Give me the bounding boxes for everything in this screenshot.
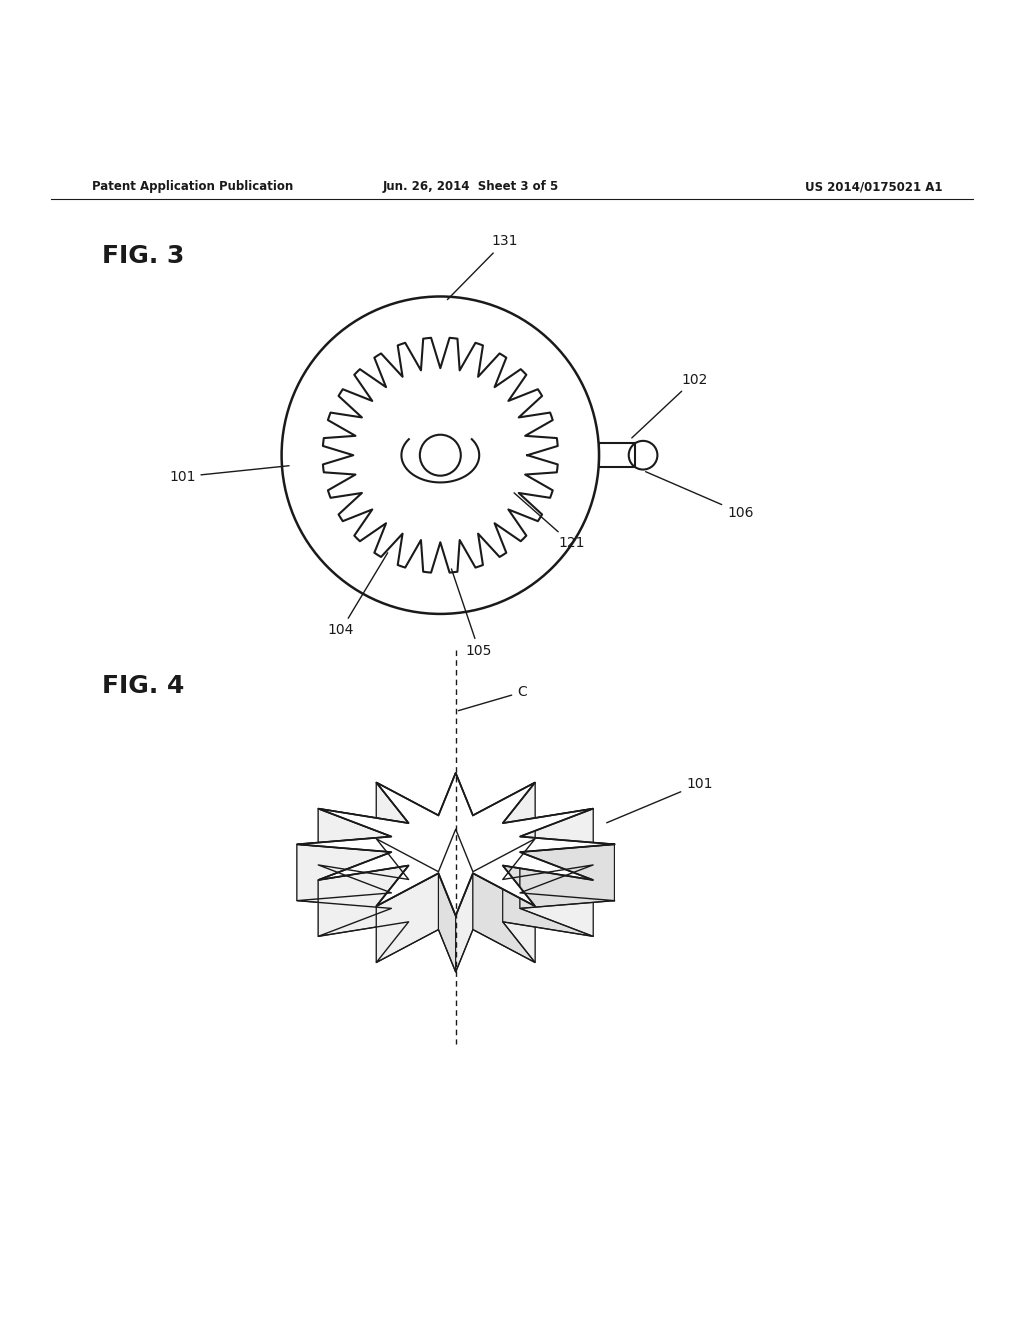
- Text: Jun. 26, 2014  Sheet 3 of 5: Jun. 26, 2014 Sheet 3 of 5: [383, 181, 559, 194]
- Text: 131: 131: [447, 234, 518, 300]
- Text: Patent Application Publication: Patent Application Publication: [92, 181, 294, 194]
- Text: 106: 106: [645, 471, 754, 520]
- Bar: [599, 444, 635, 467]
- Polygon shape: [438, 874, 456, 972]
- Polygon shape: [456, 774, 473, 871]
- Polygon shape: [377, 783, 438, 871]
- Polygon shape: [318, 809, 409, 879]
- Polygon shape: [318, 866, 409, 936]
- Polygon shape: [473, 783, 535, 871]
- Polygon shape: [503, 866, 535, 962]
- Polygon shape: [438, 774, 456, 871]
- Polygon shape: [377, 783, 409, 879]
- Polygon shape: [318, 853, 391, 936]
- Text: 102: 102: [632, 372, 708, 438]
- Text: 105: 105: [452, 569, 493, 657]
- Text: 101: 101: [607, 777, 713, 822]
- Polygon shape: [376, 874, 438, 962]
- Polygon shape: [318, 809, 391, 892]
- Polygon shape: [297, 837, 391, 900]
- Polygon shape: [297, 774, 614, 916]
- Text: 101: 101: [169, 466, 289, 484]
- Polygon shape: [520, 837, 614, 900]
- Polygon shape: [297, 845, 391, 908]
- Text: FIG. 4: FIG. 4: [102, 673, 184, 697]
- Polygon shape: [503, 783, 535, 879]
- Polygon shape: [520, 809, 593, 892]
- Text: C: C: [459, 685, 527, 710]
- Polygon shape: [456, 874, 473, 972]
- Polygon shape: [376, 866, 409, 962]
- Polygon shape: [520, 853, 593, 936]
- Text: US 2014/0175021 A1: US 2014/0175021 A1: [805, 181, 942, 194]
- Text: 121: 121: [514, 492, 585, 550]
- Polygon shape: [503, 809, 593, 879]
- Polygon shape: [520, 845, 614, 908]
- Polygon shape: [503, 866, 593, 936]
- Polygon shape: [473, 874, 535, 962]
- Text: FIG. 3: FIG. 3: [102, 243, 184, 268]
- Text: 104: 104: [328, 553, 388, 638]
